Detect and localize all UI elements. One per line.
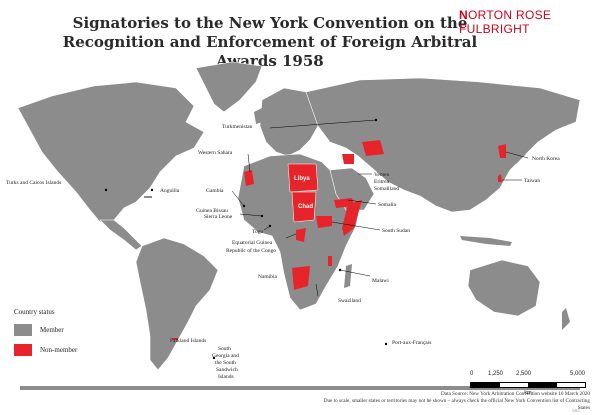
- landmass-greenland: [195, 61, 263, 113]
- landmass-uk: [254, 108, 263, 124]
- label-sierra-leone: Sierra Leone: [204, 214, 233, 220]
- label-malawi: Malawi: [372, 278, 389, 284]
- label-falkland: Falkland Islands: [170, 338, 206, 344]
- label-anguilla: Anguilla: [160, 188, 180, 194]
- brand-name: ORTON ROSE FULBRIGHT: [459, 8, 552, 36]
- landmass-central-america: [99, 219, 143, 251]
- scale-segments: [470, 382, 586, 388]
- landmass-asia: [305, 77, 581, 213]
- label-turkmenistan: Turkmenistan: [222, 124, 253, 130]
- title-line-1: Signatories to the New York Convention o…: [72, 14, 468, 32]
- source-line-3: States: [577, 405, 590, 411]
- legend-item-non-member: Non-member: [14, 344, 77, 356]
- landmass-europe: [259, 87, 321, 157]
- country-south-sudan: [316, 216, 332, 228]
- label-guinea-bissau: Guinea Bissau: [196, 208, 228, 214]
- label-togo: Togo: [252, 229, 263, 235]
- label-republic-congo: Republic of the Congo: [226, 247, 276, 254]
- landmass-indonesia: [460, 236, 512, 246]
- label-south-sudan: South Sudan: [382, 228, 410, 234]
- label-port-aux-francais: Port-aux-Français: [392, 340, 431, 346]
- country-taiwan: [498, 174, 502, 182]
- country-eritrea-yemen: [334, 198, 354, 208]
- country-namibia: [292, 266, 310, 290]
- label-western-sahara: Western Sahara: [198, 150, 233, 156]
- legend-title: Country status: [14, 308, 55, 316]
- country-iraq: [342, 154, 354, 164]
- legend-swatch-member: [14, 324, 32, 336]
- label-gambia: Gambia: [206, 188, 224, 194]
- country-falkland: [172, 338, 178, 340]
- label-libya: Libya: [294, 176, 310, 182]
- country-turkmenistan: [362, 140, 384, 156]
- legend-item-member: Member: [14, 324, 77, 336]
- country-somalia: [342, 200, 362, 236]
- scale-bar: 0 1,250 2,500 5,000 km: [470, 371, 586, 396]
- brand-mark: N: [459, 8, 468, 22]
- label-yemen: Yemen: [374, 172, 390, 178]
- label-somalia: Somalia: [378, 202, 397, 208]
- world-map: Turkmenistan Western Sahara North Korea …: [6, 61, 581, 390]
- scale-tick-3: 5,000: [570, 371, 586, 377]
- landmass-japan: [512, 138, 526, 164]
- country-malawi: [328, 256, 332, 266]
- landmass-antarctica: [20, 386, 580, 390]
- legend-label-non-member: Non-member: [40, 346, 78, 354]
- landmass-new-zealand: [562, 308, 570, 330]
- source-line-1: Data Source: New York Arbitration Conven…: [441, 391, 590, 397]
- source-line-2: Due to scale, smaller states or territor…: [323, 398, 590, 404]
- country-north-korea: [498, 144, 506, 158]
- leader-lines: [231, 119, 529, 297]
- image-code: SRC: [572, 408, 581, 413]
- label-namibia: Namibia: [258, 274, 277, 280]
- label-south-georgia-2: Georgia and: [212, 353, 239, 359]
- scale-unit: km: [524, 390, 532, 396]
- label-south-georgia-5: Islands: [218, 374, 234, 380]
- label-north-korea: North Korea: [532, 156, 560, 162]
- label-somaliland: Somaliland: [374, 186, 399, 192]
- legend-label-member: Member: [40, 326, 64, 334]
- country-republic-congo: [296, 228, 306, 242]
- landmass-australia: [467, 259, 541, 317]
- brand-logo: NORTON ROSE FULBRIGHT: [459, 8, 599, 36]
- label-south-georgia-3: the South: [215, 360, 236, 366]
- landmass-madagascar: [344, 264, 352, 288]
- scale-tick-0: 0: [470, 371, 474, 377]
- legend-swatch-non-member: [14, 344, 32, 356]
- legend: Country status Member Non-member: [14, 308, 77, 364]
- label-south-georgia-1: South: [218, 346, 231, 352]
- scale-tick-2: 2,500: [516, 371, 532, 377]
- label-taiwan: Taiwan: [524, 178, 540, 184]
- landmass-north-america: [17, 81, 205, 223]
- country-libya: [287, 163, 319, 193]
- landmass-caribbean: [122, 188, 152, 198]
- label-equatorial-guinea: Equatorial Guinea: [232, 240, 273, 246]
- label-chad: Chad: [298, 204, 313, 210]
- label-swaziland: Swaziland: [338, 298, 361, 304]
- label-turks-caicos: Turks and Caicos Islands: [6, 180, 61, 186]
- country-western-sahara: [244, 170, 254, 186]
- source-note: Data Source: New York Arbitration Conven…: [300, 391, 590, 412]
- landmass-south-america: [135, 237, 219, 371]
- label-eritrea: Eritrea: [374, 179, 390, 185]
- label-south-georgia-4: Sandwich: [216, 367, 238, 373]
- country-chad: [291, 191, 317, 223]
- scale-tick-1: 1,250: [488, 371, 504, 377]
